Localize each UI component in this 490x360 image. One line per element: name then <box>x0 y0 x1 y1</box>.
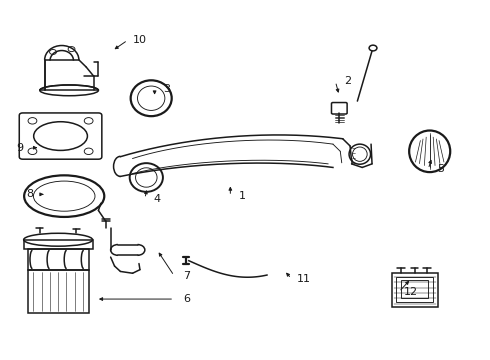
Bar <box>401 280 428 298</box>
Bar <box>27 270 89 313</box>
Text: 9: 9 <box>17 143 24 153</box>
Text: 2: 2 <box>344 76 351 86</box>
Text: 7: 7 <box>183 271 190 281</box>
Bar <box>27 249 89 270</box>
Text: 11: 11 <box>296 274 311 284</box>
Text: 12: 12 <box>404 287 418 297</box>
Text: 8: 8 <box>26 189 34 199</box>
Bar <box>396 277 433 302</box>
Text: 6: 6 <box>183 294 190 304</box>
Text: 10: 10 <box>133 35 147 45</box>
Bar <box>392 273 438 307</box>
Text: 3: 3 <box>163 84 171 94</box>
Text: 1: 1 <box>239 191 246 201</box>
Text: 4: 4 <box>153 194 161 204</box>
Bar <box>24 240 93 249</box>
Text: 5: 5 <box>437 164 444 174</box>
